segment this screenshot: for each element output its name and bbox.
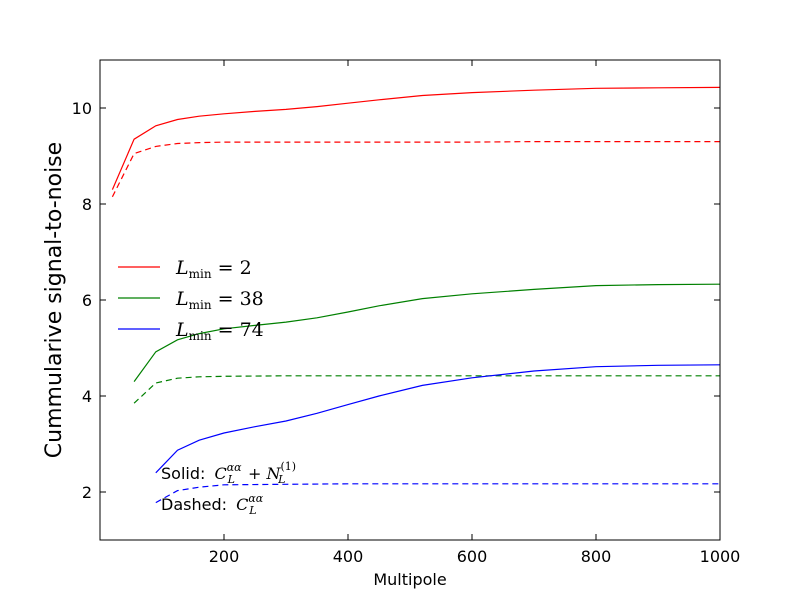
series-line-5-dashed: [155, 483, 720, 504]
legend-label-lmin-38: Lmin = 38: [175, 288, 264, 312]
x-tick-label: 400: [333, 547, 364, 566]
legend: Lmin = 2 Lmin = 38 Lmin = 74: [118, 257, 264, 343]
annotations: Solid: Cαα L + N(1) L Dashed: Cαα L: [161, 460, 296, 517]
series-line-4-solid: [155, 364, 721, 474]
series-line-0-solid: [111, 86, 721, 190]
y-tick-label: 6: [82, 291, 92, 310]
series-line-2-solid: [133, 283, 721, 382]
y-tick-label: 4: [82, 387, 92, 406]
y-tick-label: 2: [82, 483, 92, 502]
x-tick-label: 200: [209, 547, 240, 566]
series-layer: [111, 86, 721, 504]
annotation-solid: Solid: Cαα L + N(1) L: [161, 460, 296, 486]
x-tick-label: 800: [581, 547, 612, 566]
series-line-3-dashed: [133, 375, 720, 404]
legend-label-lmin-2: Lmin = 2: [175, 257, 252, 281]
legend-label-lmin-74: Lmin = 74: [175, 319, 264, 343]
series-line-1-dashed: [111, 141, 720, 198]
x-tick-label: 1000: [700, 547, 741, 566]
y-tick-label: 8: [82, 195, 92, 214]
y-axis-label: Cummularive signal-to-noise: [42, 142, 67, 458]
x-axis-label: Multipole: [373, 570, 446, 589]
annotation-dashed: Dashed: Cαα L: [161, 492, 264, 517]
y-tick-label: 10: [72, 99, 92, 118]
x-tick-label: 600: [457, 547, 488, 566]
ticks-layer: 200 400 600 800 1000 2 4 6 8 10: [72, 60, 741, 566]
